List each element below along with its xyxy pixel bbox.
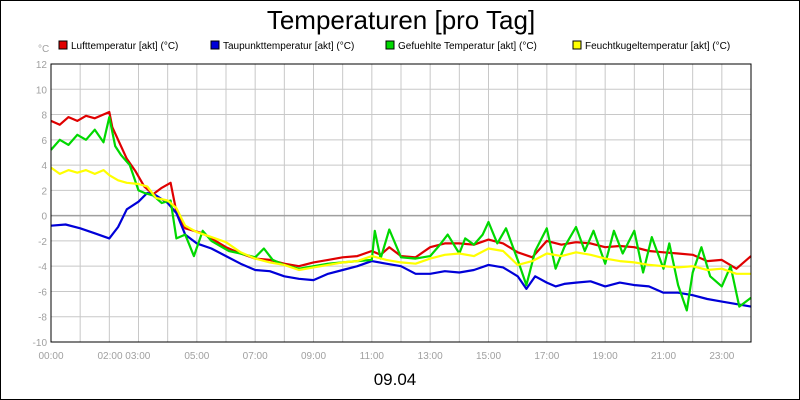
series-line-3	[50, 166, 751, 275]
y-tick-label: 4	[41, 161, 47, 172]
series-group	[50, 110, 752, 312]
y-tick-label: 0	[41, 212, 47, 223]
plot-area	[50, 63, 752, 343]
x-tick-label: 09:00	[301, 351, 326, 362]
date-label: 09.04	[374, 370, 417, 389]
x-tick-label: 05:00	[184, 351, 209, 362]
y-tick-label: -10	[33, 338, 48, 349]
legend-label: Feuchtkugeltemperatur [akt] (°C)	[585, 41, 730, 52]
x-tick-label: 17:00	[534, 351, 559, 362]
x-tick-label: 02:00 03:00	[98, 351, 151, 362]
legend-swatch	[210, 40, 220, 50]
y-tick-label: 6	[41, 136, 47, 147]
x-axis: 00:00 02:00 03:00 05:00 07:00 09:00 11:00 13:0…	[38, 351, 734, 362]
y-tick-label: -4	[38, 262, 47, 273]
chart-title: Temperaturen [pro Tag]	[267, 5, 535, 35]
y-axis: 12 10 8 6 4 2 0 -2 -4 -6 -8 -10	[33, 60, 48, 349]
x-tick-label: 00:00	[38, 351, 63, 362]
legend-label: Taupunkttemperatur [akt] (°C)	[223, 41, 354, 52]
series-line-2	[50, 115, 752, 312]
legend-swatch	[58, 40, 68, 50]
legend-swatch	[385, 40, 395, 50]
y-tick-label: -2	[38, 237, 47, 248]
x-tick-label: 07:00	[243, 351, 268, 362]
legend-swatch	[572, 40, 582, 50]
x-tick-label: 13:00	[418, 351, 443, 362]
x-tick-label: 15:00	[476, 351, 501, 362]
legend-label: Lufttemperatur [akt] (°C)	[71, 41, 178, 52]
x-tick-label: 19:00	[593, 351, 618, 362]
y-tick-label: -8	[38, 313, 47, 324]
y-tick-label: 8	[41, 111, 47, 122]
y-tick-label: 10	[36, 85, 48, 96]
x-tick-label: 23:00	[709, 351, 734, 362]
x-tick-label: 21:00	[651, 351, 676, 362]
legend: Lufttemperatur [akt] (°C) Taupunkttempera…	[58, 40, 730, 52]
y-unit-label: °C	[38, 44, 49, 55]
x-tick-label: 11:00	[360, 351, 385, 362]
y-tick-label: -6	[38, 287, 47, 298]
grid	[51, 63, 751, 343]
y-tick-label: 2	[41, 186, 47, 197]
legend-label: Gefuehlte Temperatur [akt] (°C)	[398, 41, 537, 52]
y-tick-label: 12	[36, 60, 48, 71]
